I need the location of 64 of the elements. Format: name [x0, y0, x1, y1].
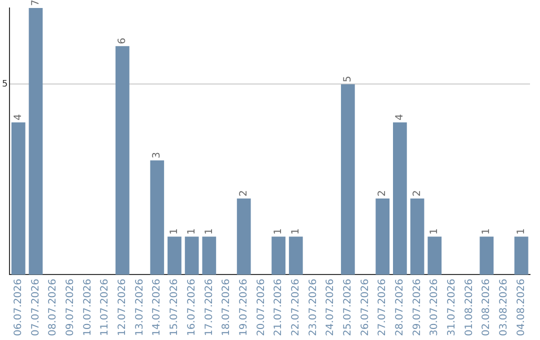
data-label: 1 — [429, 228, 440, 235]
bar — [116, 46, 130, 275]
bar — [480, 236, 494, 275]
x-tick-label: 02.08.2026 — [481, 278, 492, 336]
x-tick-label: 28.07.2026 — [394, 278, 406, 336]
x-tick-label: 10.07.2026 — [82, 278, 94, 336]
data-label: 1 — [169, 228, 180, 235]
bar — [11, 122, 26, 275]
bar — [288, 236, 303, 275]
data-label: 7 — [30, 0, 42, 6]
data-label: 4 — [12, 114, 24, 120]
x-tick-label: 20.07.2026 — [256, 278, 267, 336]
data-label: 1 — [516, 228, 527, 235]
data-label: 1 — [481, 228, 492, 235]
bar — [514, 236, 528, 275]
bar — [392, 122, 407, 275]
x-tick-label: 23.07.2026 — [308, 278, 319, 336]
data-label: 4 — [394, 114, 406, 120]
x-tick-label: 08.07.2026 — [48, 278, 59, 336]
bar — [202, 236, 216, 275]
x-tick-label: 03.08.2026 — [498, 278, 510, 336]
data-label: 5 — [342, 76, 354, 82]
bar — [184, 236, 199, 275]
bar — [168, 236, 182, 275]
bar — [376, 198, 390, 275]
bar — [272, 236, 286, 275]
x-tick-label: 12.07.2026 — [117, 278, 128, 336]
x-tick-label: 01.08.2026 — [464, 278, 475, 336]
x-tick-label: 07.07.2026 — [30, 278, 42, 336]
x-tick-label: 06.07.2026 — [12, 278, 24, 336]
x-tick-label: 27.07.2026 — [377, 278, 388, 336]
x-tick-label: 21.07.2026 — [273, 278, 284, 336]
x-tick-label: 15.07.2026 — [169, 278, 180, 336]
x-tick-label: 22.07.2026 — [290, 278, 302, 336]
data-label: 3 — [152, 152, 163, 158]
x-tick-label: 26.07.2026 — [360, 278, 371, 336]
bar — [150, 160, 164, 275]
x-tick-label: 09.07.2026 — [65, 278, 76, 336]
x-tick-label: 14.07.2026 — [152, 278, 163, 336]
x-tick-label: 13.07.2026 — [134, 278, 146, 336]
bar — [236, 198, 251, 275]
x-tick-label: 18.07.2026 — [221, 278, 232, 336]
x-tick-label: 29.07.2026 — [412, 278, 423, 336]
x-tick-label: 24.07.2026 — [325, 278, 336, 336]
x-tick-label: 04.08.2026 — [516, 278, 527, 336]
data-label: 1 — [204, 228, 215, 235]
data-label: 2 — [377, 190, 388, 197]
data-label: 2 — [238, 190, 250, 197]
data-label: 6 — [117, 38, 128, 44]
x-tick-label: 11.07.2026 — [100, 278, 111, 336]
data-label: 1 — [290, 228, 302, 235]
data-label: 1 — [273, 228, 284, 235]
data-label: 1 — [186, 228, 198, 235]
bar — [428, 236, 442, 275]
x-tick-label: 19.07.2026 — [238, 278, 250, 336]
x-tick-label: 30.07.2026 — [429, 278, 440, 336]
x-tick-label: 16.07.2026 — [186, 278, 198, 336]
bar — [28, 8, 43, 275]
x-tick-label: 31.07.2026 — [446, 278, 458, 336]
bar — [410, 198, 424, 275]
bar — [340, 84, 355, 275]
x-tick-label: 17.07.2026 — [204, 278, 215, 336]
x-tick-label: 25.07.2026 — [342, 278, 354, 336]
data-label: 2 — [412, 190, 423, 197]
